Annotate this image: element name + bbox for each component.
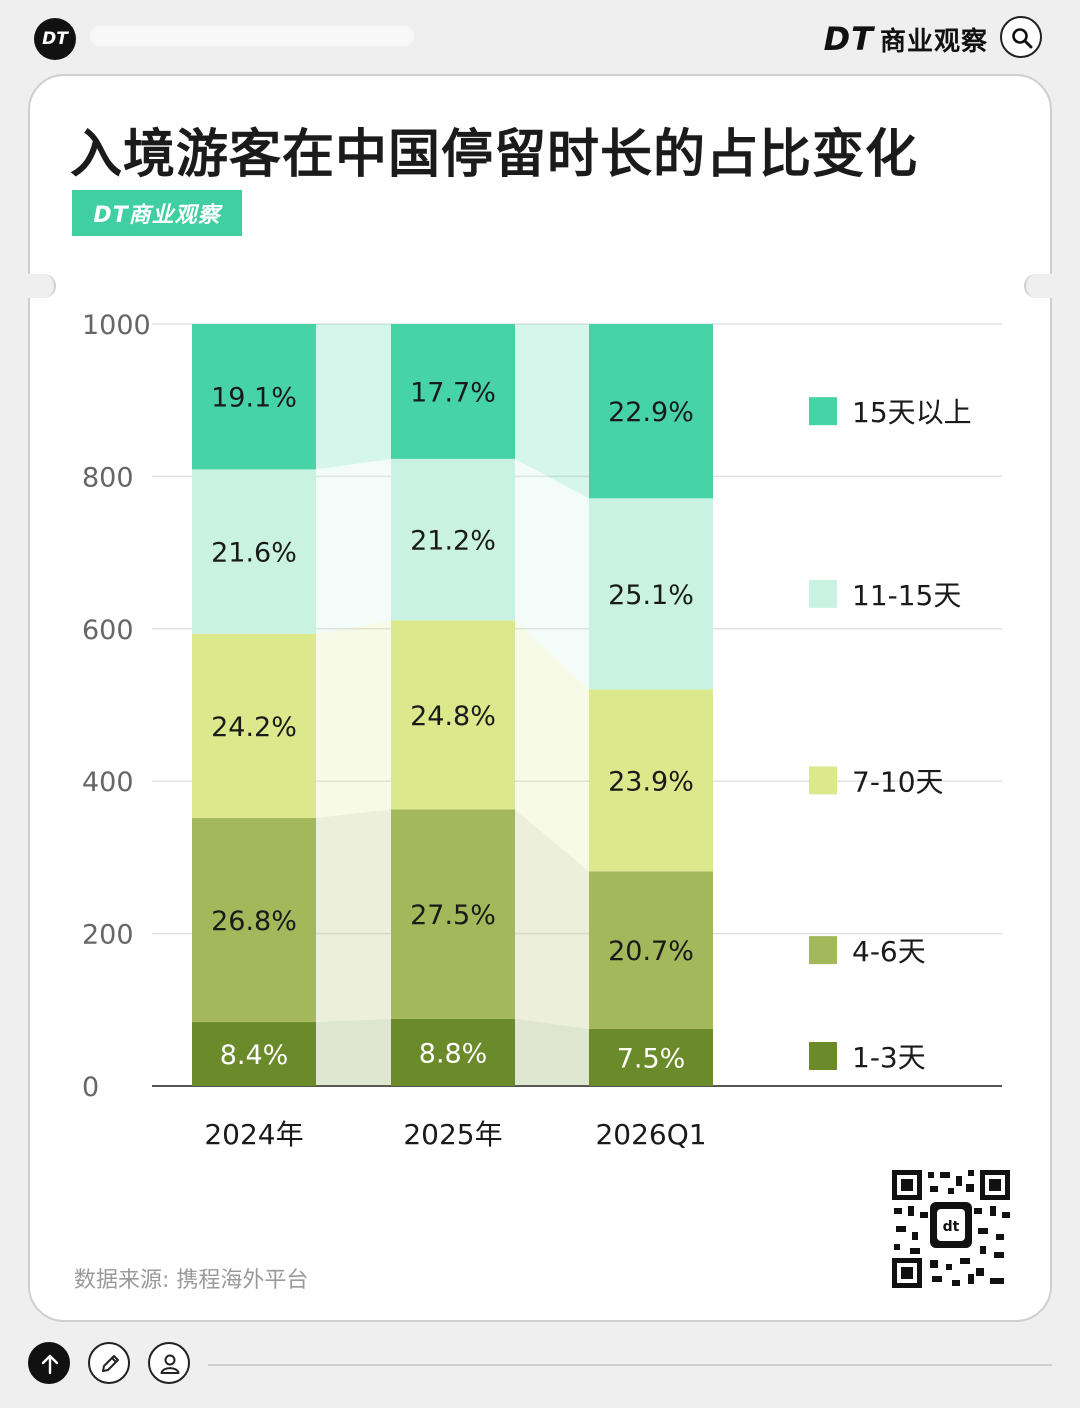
bars: 8.4% 26.8% 24.2% 21.6% 19.1% 8.8% 27.5% 24.8% 21…: [192, 324, 713, 1086]
bar-segment: [391, 458, 515, 621]
connector-band: [316, 458, 391, 634]
connector-band: [515, 1018, 589, 1086]
bar-segment: [192, 1022, 316, 1086]
connector-band: [316, 620, 391, 819]
qr-code-icon: dt: [890, 1168, 1012, 1290]
bar-segment: [192, 469, 316, 634]
legend-swatch: [809, 579, 837, 608]
search-icon: [1012, 28, 1033, 49]
legend-swatch: [809, 936, 837, 965]
y-tick-label: 200: [82, 920, 134, 951]
y-tick-label: 600: [82, 615, 134, 646]
y-tick-label: 0: [82, 1072, 99, 1103]
data-label: 26.8%: [211, 906, 297, 937]
brand-logo[interactable]: DT: [34, 18, 76, 60]
data-label: 24.8%: [410, 701, 496, 732]
legend-label: 1-3天: [852, 1041, 926, 1074]
bar-segment: [192, 633, 316, 819]
data-label: 21.6%: [211, 538, 297, 569]
data-label: 17.7%: [410, 377, 496, 408]
connector-band: [515, 458, 589, 690]
bar-segment: [391, 324, 515, 459]
bar-segment: [589, 689, 713, 872]
x-axis-categories: 2024年 2025年 2026Q1: [204, 1118, 706, 1151]
connector-band: [515, 809, 589, 1029]
connector-band: [515, 324, 589, 499]
legend-label: 4-6天: [852, 935, 926, 968]
legend-label: 15天以上: [852, 396, 972, 429]
profile-button[interactable]: [148, 1342, 190, 1384]
legend-swatch: [809, 397, 837, 426]
y-axis-ticks: 0 200 400 600 800 1000: [82, 310, 151, 1103]
x-category-label: 2025年: [403, 1118, 502, 1151]
brand-dt: DT: [823, 20, 874, 58]
bar-segment: [192, 324, 316, 470]
bar-segment: [192, 818, 316, 1023]
page-title: 入境游客在中国停留时长的占比变化: [70, 125, 919, 185]
connector-band: [316, 324, 391, 470]
bar-segment: [391, 1018, 515, 1086]
bar-segment: [589, 871, 713, 1029]
data-label: 19.1%: [211, 383, 297, 414]
data-label: 7.5%: [617, 1043, 686, 1074]
data-source: 数据来源: 携程海外平台: [74, 1268, 309, 1293]
data-label: 24.2%: [211, 712, 297, 743]
brand-name-text: 商业观察: [879, 27, 988, 57]
y-tick-label: 1000: [82, 310, 151, 341]
y-tick-label: 800: [82, 462, 134, 493]
data-label: 25.1%: [608, 580, 694, 611]
data-label: 20.7%: [608, 936, 694, 967]
bar-segment: [391, 620, 515, 810]
stacked-bar-chart: 8.4% 26.8% 24.2% 21.6% 19.1% 8.8% 27.5% 24.8% 21…: [82, 310, 1002, 1151]
connector-band: [316, 1018, 391, 1086]
svg-text:dt: dt: [943, 1219, 960, 1235]
legend: 1-3天 4-6天 7-10天 11-15天 15天以上: [809, 396, 972, 1074]
brand-name: DT 商业观察: [824, 20, 988, 58]
arrow-up-icon: [41, 1354, 59, 1375]
top-bar: DT DT 商业观察: [0, 0, 1080, 78]
y-tick-label: 400: [82, 767, 134, 798]
card-notch-left: [26, 274, 56, 298]
x-category-label: 2024年: [204, 1118, 303, 1151]
data-label: 8.4%: [220, 1040, 289, 1071]
edit-button[interactable]: [88, 1342, 130, 1384]
account-name-placeholder: [90, 26, 414, 46]
legend-swatch: [809, 1042, 837, 1070]
connector-bands: [316, 324, 589, 1086]
connector-band: [316, 809, 391, 1023]
data-label: 22.9%: [608, 397, 694, 428]
bar-segment: [589, 324, 713, 499]
brand-badge: DT商业观察: [72, 190, 242, 236]
search-button[interactable]: [1000, 16, 1042, 58]
x-category-label: 2026Q1: [595, 1118, 706, 1151]
connector-band: [515, 620, 589, 872]
data-label: 27.5%: [410, 900, 496, 931]
legend-label: 11-15天: [852, 579, 961, 612]
chart-card: 入境游客在中国停留时长的占比变化 DT商业观察 8.4% 26.8% 24.2% 21…: [26, 74, 1054, 1322]
card-notch-right: [1024, 274, 1054, 298]
bar-segment: [589, 498, 713, 690]
bar-segment: [391, 809, 515, 1019]
user-icon: [160, 1354, 180, 1374]
legend-label: 7-10天: [852, 765, 944, 798]
data-label: 8.8%: [419, 1038, 488, 1069]
back-to-top-button[interactable]: [28, 1342, 70, 1384]
data-label: 23.9%: [608, 766, 694, 797]
legend-swatch: [809, 766, 837, 795]
data-label: 21.2%: [410, 526, 496, 557]
pencil-icon: [102, 1355, 119, 1372]
bar-segment: [589, 1028, 713, 1086]
bottom-divider: [208, 1364, 1052, 1366]
